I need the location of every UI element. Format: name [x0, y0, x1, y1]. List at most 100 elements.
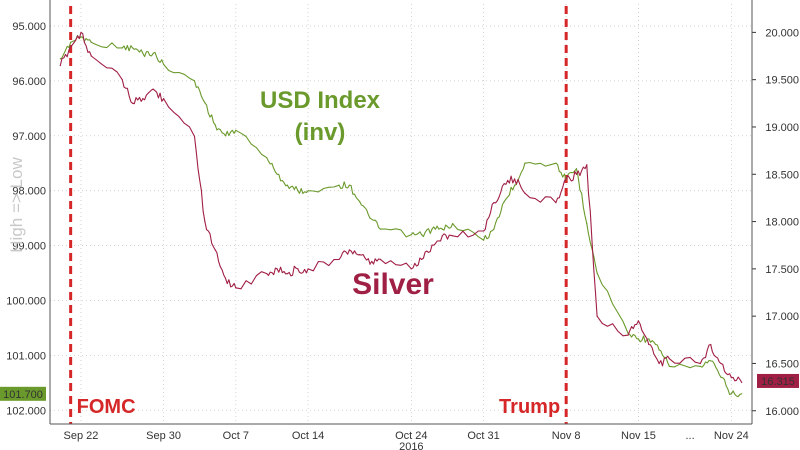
data-point	[152, 52, 154, 55]
usd-last-value-badge	[0, 386, 46, 401]
data-point	[741, 381, 743, 383]
data-point	[59, 64, 61, 67]
data-point	[410, 234, 412, 236]
x-tick-label: Oct 24	[395, 430, 427, 442]
data-point	[214, 124, 216, 126]
left-tick-label: 101.000	[6, 350, 46, 362]
data-point	[648, 343, 650, 346]
data-point	[555, 162, 557, 164]
labels: FOMC Trump USD Index (inv) Silver 101.700 16.3…	[0, 87, 799, 418]
data-point	[369, 263, 371, 265]
data-point	[668, 365, 671, 367]
left-tick-label: 96.000	[12, 76, 46, 88]
data-point	[524, 162, 526, 164]
event-label: Trump	[499, 396, 560, 418]
event-label: FOMC	[77, 396, 136, 418]
data-point	[142, 52, 144, 55]
x-tick-label: Sep 22	[64, 430, 99, 442]
right-tick-label: 17.000	[765, 311, 799, 323]
data-point	[276, 173, 278, 175]
usd-series-label-inv: (inv)	[295, 119, 346, 146]
data-point	[596, 272, 598, 274]
data-point	[359, 201, 361, 203]
x-tick-label: Oct 7	[223, 430, 249, 442]
data-point	[441, 235, 443, 237]
silver-last-value: 16.315	[761, 376, 795, 388]
data-point	[410, 268, 412, 270]
data-point	[493, 228, 495, 230]
series-line-usd-index	[60, 34, 742, 398]
data-point	[575, 173, 578, 175]
data-point	[224, 135, 227, 137]
x-year-label: 2016	[399, 441, 423, 450]
data-point	[637, 338, 640, 340]
right-tick-label: 16.000	[765, 406, 799, 418]
data-point	[369, 217, 371, 219]
data-point	[266, 273, 268, 275]
x-tick-label: Nov 24	[714, 430, 749, 442]
x-tick-label: Nov 8	[552, 430, 581, 442]
right-tick-label: 18.500	[765, 169, 799, 181]
data-point	[90, 41, 92, 44]
data-point	[307, 190, 309, 192]
data-point	[493, 202, 495, 204]
data-point	[637, 320, 640, 322]
right-tick-label: 19.500	[765, 75, 799, 87]
data-point	[121, 47, 123, 49]
right-tick-label: 19.000	[765, 122, 799, 134]
data-point	[338, 258, 340, 260]
left-tick-label: 97.000	[12, 131, 46, 143]
data-point	[70, 46, 72, 48]
right-tick-label: 17.500	[765, 264, 799, 276]
right-tick-label: 20.000	[765, 27, 799, 39]
data-point	[730, 377, 733, 379]
data-point	[379, 258, 381, 260]
data-point	[204, 221, 206, 223]
silver-series-label: Silver	[352, 268, 434, 301]
x-tick-label: ...	[685, 430, 694, 442]
data-point	[163, 98, 165, 100]
data-point	[235, 129, 237, 131]
data-point	[297, 190, 299, 192]
y-axis-title: High => Low	[7, 157, 26, 253]
left-tick-label: 98.000	[12, 186, 46, 198]
data-point	[266, 157, 268, 159]
data-point	[80, 36, 82, 38]
data-point	[586, 164, 588, 166]
data-point	[668, 358, 671, 360]
data-point	[720, 376, 722, 378]
data-point	[132, 102, 134, 104]
data-point	[276, 268, 278, 270]
data-point	[720, 362, 722, 365]
data-point	[421, 234, 423, 236]
data-point	[379, 228, 381, 230]
data-point	[658, 362, 660, 365]
data-point	[204, 102, 206, 104]
data-point	[514, 184, 516, 186]
data-point	[452, 235, 454, 237]
usd-series-label: USD Index	[260, 87, 381, 114]
data-point	[441, 228, 443, 230]
x-tick-label: Sep 30	[146, 430, 181, 442]
event-lines	[69, 6, 568, 424]
data-point	[90, 55, 92, 57]
data-point	[193, 80, 196, 82]
x-tick-label: Nov 15	[621, 430, 656, 442]
data-point	[575, 168, 578, 170]
axes: 95.000 96.000 97.000 98.000 99.000 100.000 101…	[6, 0, 799, 450]
data-point	[586, 223, 588, 225]
data-point	[307, 268, 309, 270]
data-point	[152, 88, 154, 90]
data-point	[297, 268, 299, 270]
data-point	[699, 365, 702, 367]
data-point	[80, 31, 82, 33]
data-point	[555, 202, 557, 204]
data-point	[132, 47, 134, 49]
data-point	[193, 135, 196, 137]
data-point	[452, 223, 454, 225]
data-point	[235, 287, 237, 289]
data-point	[596, 315, 598, 317]
data-point	[699, 362, 702, 365]
data-point	[524, 192, 526, 194]
data-point	[483, 230, 485, 232]
